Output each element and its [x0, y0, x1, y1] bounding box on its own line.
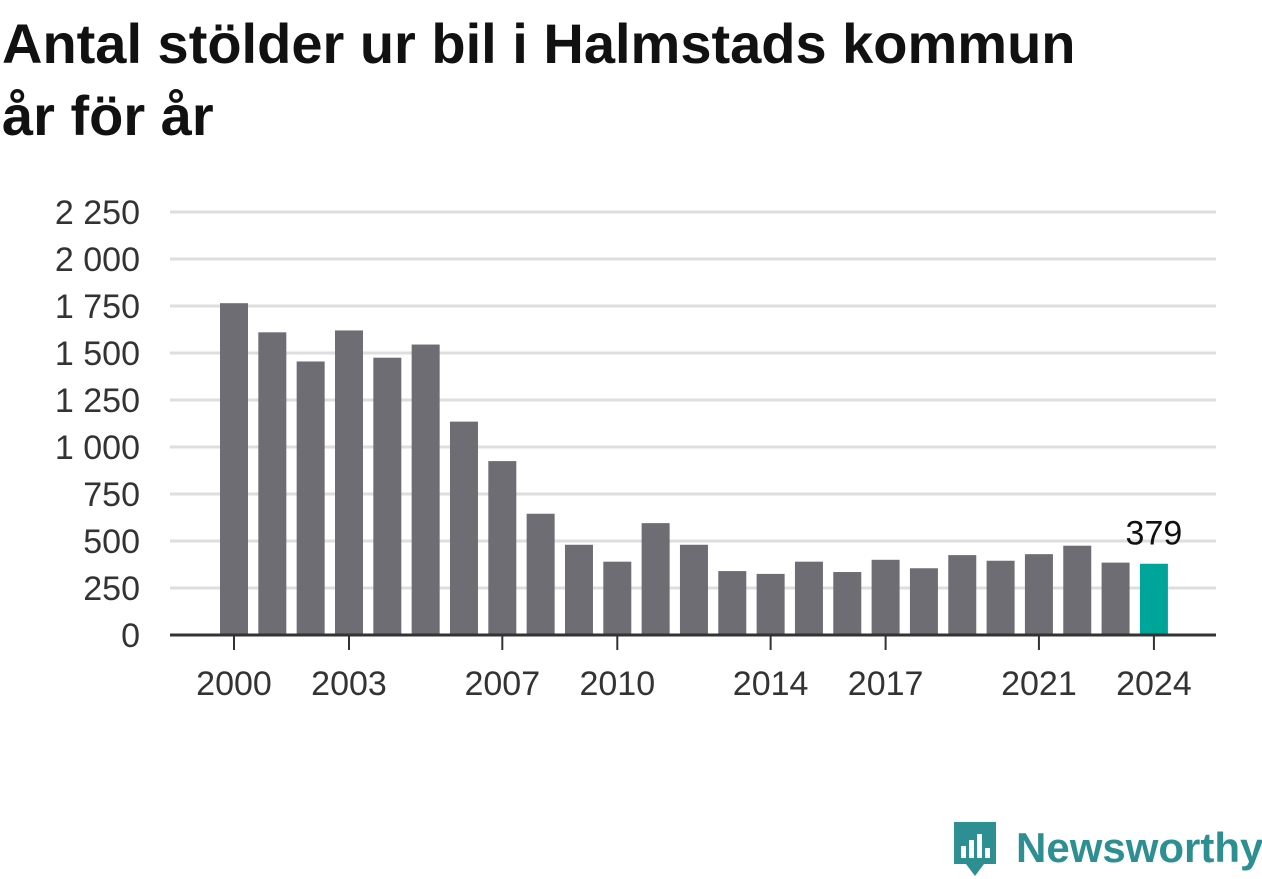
bar-2023	[1101, 562, 1130, 635]
bar-2000	[220, 303, 248, 635]
y-tick-label: 2 000	[55, 241, 140, 279]
data-labels: 379	[1126, 515, 1183, 553]
x-tick-label: 2014	[733, 665, 809, 703]
bar-2014	[756, 573, 785, 635]
y-tick-label: 2 250	[55, 194, 140, 232]
bar-2002	[296, 361, 325, 635]
bar-2010	[603, 561, 632, 635]
bar-2022	[1063, 545, 1092, 635]
bar-2004	[373, 357, 402, 635]
x-tick-label: 2017	[848, 665, 924, 703]
bar-highlight-2024	[1139, 563, 1168, 635]
brand-name: Newsworthy	[1016, 824, 1262, 871]
newsworthy-brand: Newsworthy	[950, 818, 1262, 878]
gridlines	[170, 210, 1216, 590]
bar-2007	[488, 461, 517, 635]
bars	[220, 303, 1168, 635]
y-tick-label: 250	[83, 570, 140, 608]
y-tick-label: 750	[83, 476, 140, 514]
bar-2018	[909, 568, 938, 635]
x-tick-label: 2024	[1116, 665, 1192, 703]
x-tick-label: 2010	[579, 665, 655, 703]
chart-title: Antal stölder ur bil i Halmstads kommun …	[2, 12, 1076, 147]
bar-2008	[526, 513, 555, 635]
newsworthy-chart-bubble-icon	[954, 822, 996, 876]
y-tick-label: 1 750	[55, 288, 140, 326]
bar-2016	[833, 572, 862, 635]
x-tick-label: 2000	[196, 665, 272, 703]
y-tick-label: 500	[83, 523, 140, 561]
bar-2021	[1024, 554, 1053, 635]
y-axis-ticks: 0 250 500 750 1 000 1 250 1 500 1 750 2 000 2 250	[55, 194, 140, 655]
bar-2005	[411, 344, 440, 635]
bar-2020	[986, 560, 1015, 635]
bar-2001	[258, 332, 287, 635]
y-tick-label: 1 250	[55, 382, 140, 420]
bar-2019	[948, 555, 977, 635]
bar-2013	[718, 571, 747, 635]
data-label-highlight: 379	[1126, 515, 1183, 553]
bar-2012	[679, 544, 708, 635]
y-tick-label: 0	[121, 617, 140, 655]
x-axis-ticks: 2000 2003 2007 2010 2014 2017 2021 2024	[196, 635, 1192, 703]
x-tick-label: 2021	[1001, 665, 1077, 703]
x-tick-label: 2007	[464, 665, 540, 703]
bar-2009	[564, 544, 593, 635]
bar-2017	[871, 559, 900, 635]
y-tick-label: 1 500	[55, 335, 140, 373]
bar-2003	[334, 330, 363, 635]
y-tick-label: 1 000	[55, 429, 140, 467]
bar-2015	[794, 561, 823, 635]
x-tick-label: 2003	[311, 665, 387, 703]
bar-2011	[641, 523, 670, 635]
bar-2006	[449, 421, 478, 635]
